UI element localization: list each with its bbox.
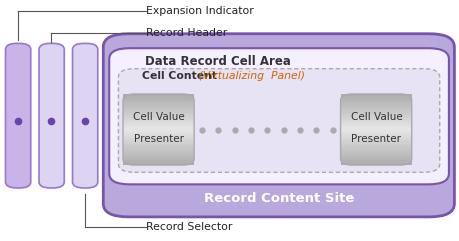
Bar — [123, 148, 194, 151]
Bar — [123, 127, 194, 130]
Bar — [341, 106, 412, 108]
Bar — [341, 155, 412, 158]
Bar — [123, 139, 194, 141]
Bar — [123, 146, 194, 148]
Bar — [123, 151, 194, 153]
Bar — [341, 134, 412, 137]
Bar — [341, 113, 412, 115]
Bar — [123, 101, 194, 103]
Bar — [123, 103, 194, 106]
Bar — [341, 101, 412, 103]
Bar — [123, 141, 194, 144]
Text: Presenter: Presenter — [134, 134, 184, 144]
Bar — [123, 120, 194, 122]
Bar — [341, 146, 412, 148]
Bar — [341, 122, 412, 125]
Text: (Virtualizing  Panel): (Virtualizing Panel) — [195, 71, 305, 81]
Text: Record Content Site: Record Content Site — [204, 192, 354, 205]
Text: Presenter: Presenter — [352, 134, 401, 144]
Bar — [341, 99, 412, 101]
Bar — [123, 113, 194, 115]
Bar — [123, 96, 194, 99]
Bar — [341, 120, 412, 122]
Bar — [341, 96, 412, 99]
Bar — [123, 153, 194, 156]
FancyBboxPatch shape — [118, 69, 440, 172]
FancyBboxPatch shape — [6, 43, 31, 188]
Bar — [123, 110, 194, 113]
FancyBboxPatch shape — [109, 48, 449, 184]
Bar — [341, 158, 412, 160]
FancyBboxPatch shape — [39, 43, 64, 188]
Bar — [123, 158, 194, 160]
Bar — [123, 117, 194, 120]
Bar — [341, 148, 412, 151]
Bar — [341, 151, 412, 153]
Bar — [123, 134, 194, 137]
FancyBboxPatch shape — [103, 34, 454, 217]
Bar — [123, 160, 194, 163]
Bar — [123, 108, 194, 111]
Bar — [341, 115, 412, 118]
Text: Data Record Cell Area: Data Record Cell Area — [145, 55, 291, 68]
Bar — [341, 132, 412, 134]
Text: Record Header: Record Header — [146, 27, 227, 38]
Bar — [341, 144, 412, 146]
Bar — [341, 108, 412, 111]
FancyBboxPatch shape — [73, 43, 98, 188]
Bar — [123, 94, 194, 96]
Bar — [123, 115, 194, 118]
Bar — [123, 132, 194, 134]
Text: Cell Value: Cell Value — [133, 112, 185, 122]
Bar — [123, 136, 194, 139]
Text: Cell Content: Cell Content — [142, 71, 217, 81]
Bar — [341, 129, 412, 132]
Text: Record Selector: Record Selector — [146, 221, 232, 232]
Bar — [341, 153, 412, 156]
Bar — [341, 110, 412, 113]
Bar — [341, 94, 412, 96]
Bar — [341, 125, 412, 127]
Bar — [341, 139, 412, 141]
Bar — [123, 162, 194, 165]
Text: Cell Value: Cell Value — [351, 112, 402, 122]
Bar — [341, 162, 412, 165]
Bar — [123, 155, 194, 158]
Bar — [123, 125, 194, 127]
Text: Expansion Indicator: Expansion Indicator — [146, 6, 254, 16]
Bar — [341, 103, 412, 106]
Bar — [123, 99, 194, 101]
Bar — [341, 141, 412, 144]
Bar — [123, 144, 194, 146]
Bar — [341, 117, 412, 120]
Bar — [341, 136, 412, 139]
Bar — [341, 127, 412, 130]
Bar — [123, 106, 194, 108]
Bar — [123, 122, 194, 125]
Bar — [123, 129, 194, 132]
Bar — [341, 160, 412, 163]
